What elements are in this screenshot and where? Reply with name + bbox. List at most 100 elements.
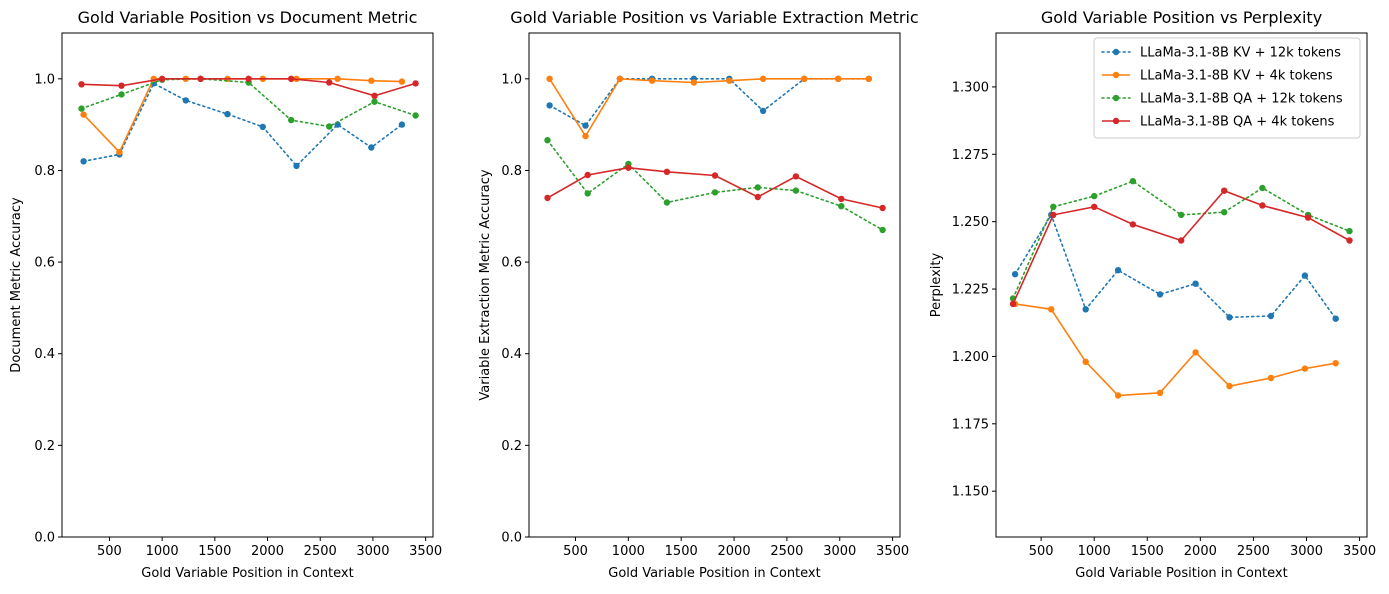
data-point-llama-3-1-8b-qa-4k-tokens (584, 171, 591, 179)
data-point-llama-3-1-8b-qa-4k-tokens (1221, 187, 1228, 194)
y-tick-label: 1.275 (952, 148, 989, 163)
data-point-llama-3-1-8b-kv-4k-tokens (334, 75, 341, 83)
data-point-llama-3-1-8b-kv-12k-tokens (1082, 306, 1089, 313)
data-point-llama-3-1-8b-qa-12k-tokens (544, 137, 551, 144)
data-point-llama-3-1-8b-qa-4k-tokens (118, 82, 125, 89)
legend-marker-llama-3-1-8b-kv-12k-tokens (1112, 48, 1120, 56)
data-point-llama-3-1-8b-qa-12k-tokens (663, 199, 671, 206)
data-point-llama-3-1-8b-qa-12k-tokens (792, 187, 800, 194)
y-axis-label: Variable Extraction Metric Accuracy (478, 169, 493, 400)
y-tick-label: 0.6 (34, 256, 55, 271)
chart-title: Gold Variable Position vs Document Metri… (78, 8, 418, 27)
data-point-llama-3-1-8b-qa-4k-tokens (1050, 211, 1057, 219)
x-tick-label: 1500 (665, 544, 698, 559)
data-point-llama-3-1-8b-kv-12k-tokens (259, 123, 266, 131)
axes-frame (995, 32, 1368, 538)
data-point-llama-3-1-8b-kv-4k-tokens (116, 148, 123, 156)
data-point-llama-3-1-8b-kv-4k-tokens (865, 75, 872, 83)
y-tick-label: 1.250 (952, 215, 989, 230)
data-point-llama-3-1-8b-kv-4k-tokens (1301, 365, 1309, 372)
data-point-llama-3-1-8b-qa-12k-tokens (584, 190, 591, 197)
series-line-llama-3-1-8b-qa-12k-tokens (1012, 180, 1351, 300)
x-tick-label: 3000 (1290, 544, 1323, 559)
y-tick-label: 1.200 (952, 350, 989, 365)
data-point-llama-3-1-8b-qa-12k-tokens (1346, 227, 1353, 235)
legend-box (1093, 37, 1361, 139)
y-tick-label: 0.4 (34, 347, 55, 362)
x-tick-label: 2000 (718, 544, 751, 559)
data-point-llama-3-1-8b-kv-4k-tokens (1267, 374, 1275, 382)
x-tick-label: 500 (1029, 544, 1054, 559)
legend: LLaMa-3.1-8B KV + 12k tokens LLaMa-3.1-8B… (1093, 37, 1361, 139)
data-point-llama-3-1-8b-qa-4k-tokens (1178, 237, 1185, 244)
data-point-llama-3-1-8b-kv-4k-tokens (1332, 360, 1339, 367)
x-tick-label: 500 (97, 544, 122, 559)
x-tick-label: 3000 (356, 544, 389, 559)
y-tick-label: 0.8 (34, 164, 55, 179)
legend-label: LLaMa-3.1-8B KV + 4k tokens (1140, 69, 1333, 84)
data-point-llama-3-1-8b-kv-4k-tokens (368, 77, 375, 84)
axes-frame (61, 32, 434, 538)
data-point-llama-3-1-8b-kv-12k-tokens (1156, 291, 1164, 298)
data-point-llama-3-1-8b-kv-12k-tokens (368, 144, 375, 151)
y-tick-label: 0.2 (34, 439, 55, 454)
data-point-llama-3-1-8b-qa-12k-tokens (879, 226, 886, 234)
x-tick-label: 1000 (1078, 544, 1111, 559)
data-point-llama-3-1-8b-kv-12k-tokens (182, 97, 189, 104)
y-tick-label: 1.300 (952, 80, 989, 95)
y-tick-label: 0.4 (501, 347, 522, 362)
y-axis-label: Document Metric Accuracy (9, 197, 24, 373)
data-point-llama-3-1-8b-kv-12k-tokens (1301, 272, 1309, 279)
data-point-llama-3-1-8b-qa-12k-tokens (118, 91, 125, 98)
data-point-llama-3-1-8b-qa-12k-tokens (78, 105, 85, 112)
data-point-llama-3-1-8b-qa-12k-tokens (1178, 211, 1185, 219)
data-point-llama-3-1-8b-qa-4k-tokens (1009, 300, 1017, 308)
x-tick-label: 2500 (770, 544, 803, 559)
x-tick-label: 2500 (1237, 544, 1270, 559)
y-tick-label: 0.6 (501, 256, 522, 271)
series-line-llama-3-1-8b-kv-4k-tokens (548, 77, 869, 138)
legend-label: LLaMa-3.1-8B QA + 12k tokens (1140, 92, 1343, 107)
data-point-llama-3-1-8b-qa-4k-tokens (371, 92, 378, 100)
x-tick-label: 2000 (1184, 544, 1217, 559)
data-point-llama-3-1-8b-kv-4k-tokens (1156, 389, 1164, 396)
y-tick-label: 0.2 (501, 439, 522, 454)
data-point-llama-3-1-8b-qa-12k-tokens (288, 116, 295, 124)
data-point-llama-3-1-8b-qa-4k-tokens (663, 168, 671, 175)
series-line-llama-3-1-8b-kv-12k-tokens (1014, 213, 1337, 320)
data-point-llama-3-1-8b-qa-4k-tokens (625, 164, 632, 171)
chart-title: Gold Variable Position vs Perplexity (1041, 8, 1322, 27)
data-point-llama-3-1-8b-kv-4k-tokens (80, 111, 87, 118)
data-point-llama-3-1-8b-kv-4k-tokens (1114, 392, 1122, 399)
series-group (78, 75, 419, 170)
data-point-llama-3-1-8b-qa-4k-tokens (245, 75, 252, 83)
data-point-llama-3-1-8b-qa-12k-tokens (838, 203, 845, 210)
x-tick-label: 2000 (251, 544, 284, 559)
data-point-llama-3-1-8b-kv-4k-tokens (801, 75, 808, 83)
chart-panel-2: Gold Variable Position vs Variable Extra… (478, 8, 919, 581)
data-point-llama-3-1-8b-kv-12k-tokens (293, 162, 300, 170)
data-point-llama-3-1-8b-qa-4k-tokens (711, 172, 719, 179)
data-point-llama-3-1-8b-qa-4k-tokens (1129, 221, 1137, 228)
data-point-llama-3-1-8b-kv-4k-tokens (1226, 382, 1233, 390)
data-point-llama-3-1-8b-qa-12k-tokens (1221, 209, 1228, 216)
legend-marker-llama-3-1-8b-qa-4k-tokens (1112, 117, 1120, 125)
data-point-llama-3-1-8b-kv-12k-tokens (759, 107, 767, 115)
data-point-llama-3-1-8b-kv-4k-tokens (546, 75, 553, 83)
x-tick-label: 500 (563, 544, 588, 559)
data-point-llama-3-1-8b-qa-4k-tokens (792, 173, 800, 180)
chart-panel-1: Gold Variable Position vs Document Metri… (9, 8, 442, 581)
data-point-llama-3-1-8b-kv-12k-tokens (546, 102, 553, 109)
data-point-llama-3-1-8b-kv-4k-tokens (1048, 306, 1055, 313)
series-line-llama-3-1-8b-kv-12k-tokens (82, 82, 403, 168)
data-point-llama-3-1-8b-kv-12k-tokens (1267, 312, 1275, 320)
data-point-llama-3-1-8b-kv-4k-tokens (690, 79, 698, 86)
series-line-llama-3-1-8b-qa-12k-tokens (80, 77, 417, 128)
x-tick-label: 3500 (409, 544, 442, 559)
data-point-llama-3-1-8b-kv-12k-tokens (582, 122, 589, 129)
data-point-llama-3-1-8b-qa-12k-tokens (1091, 192, 1098, 200)
series-group (1009, 178, 1353, 399)
data-point-llama-3-1-8b-qa-4k-tokens (326, 79, 333, 86)
data-point-llama-3-1-8b-qa-12k-tokens (754, 184, 761, 191)
x-tick-label: 1000 (146, 544, 179, 559)
